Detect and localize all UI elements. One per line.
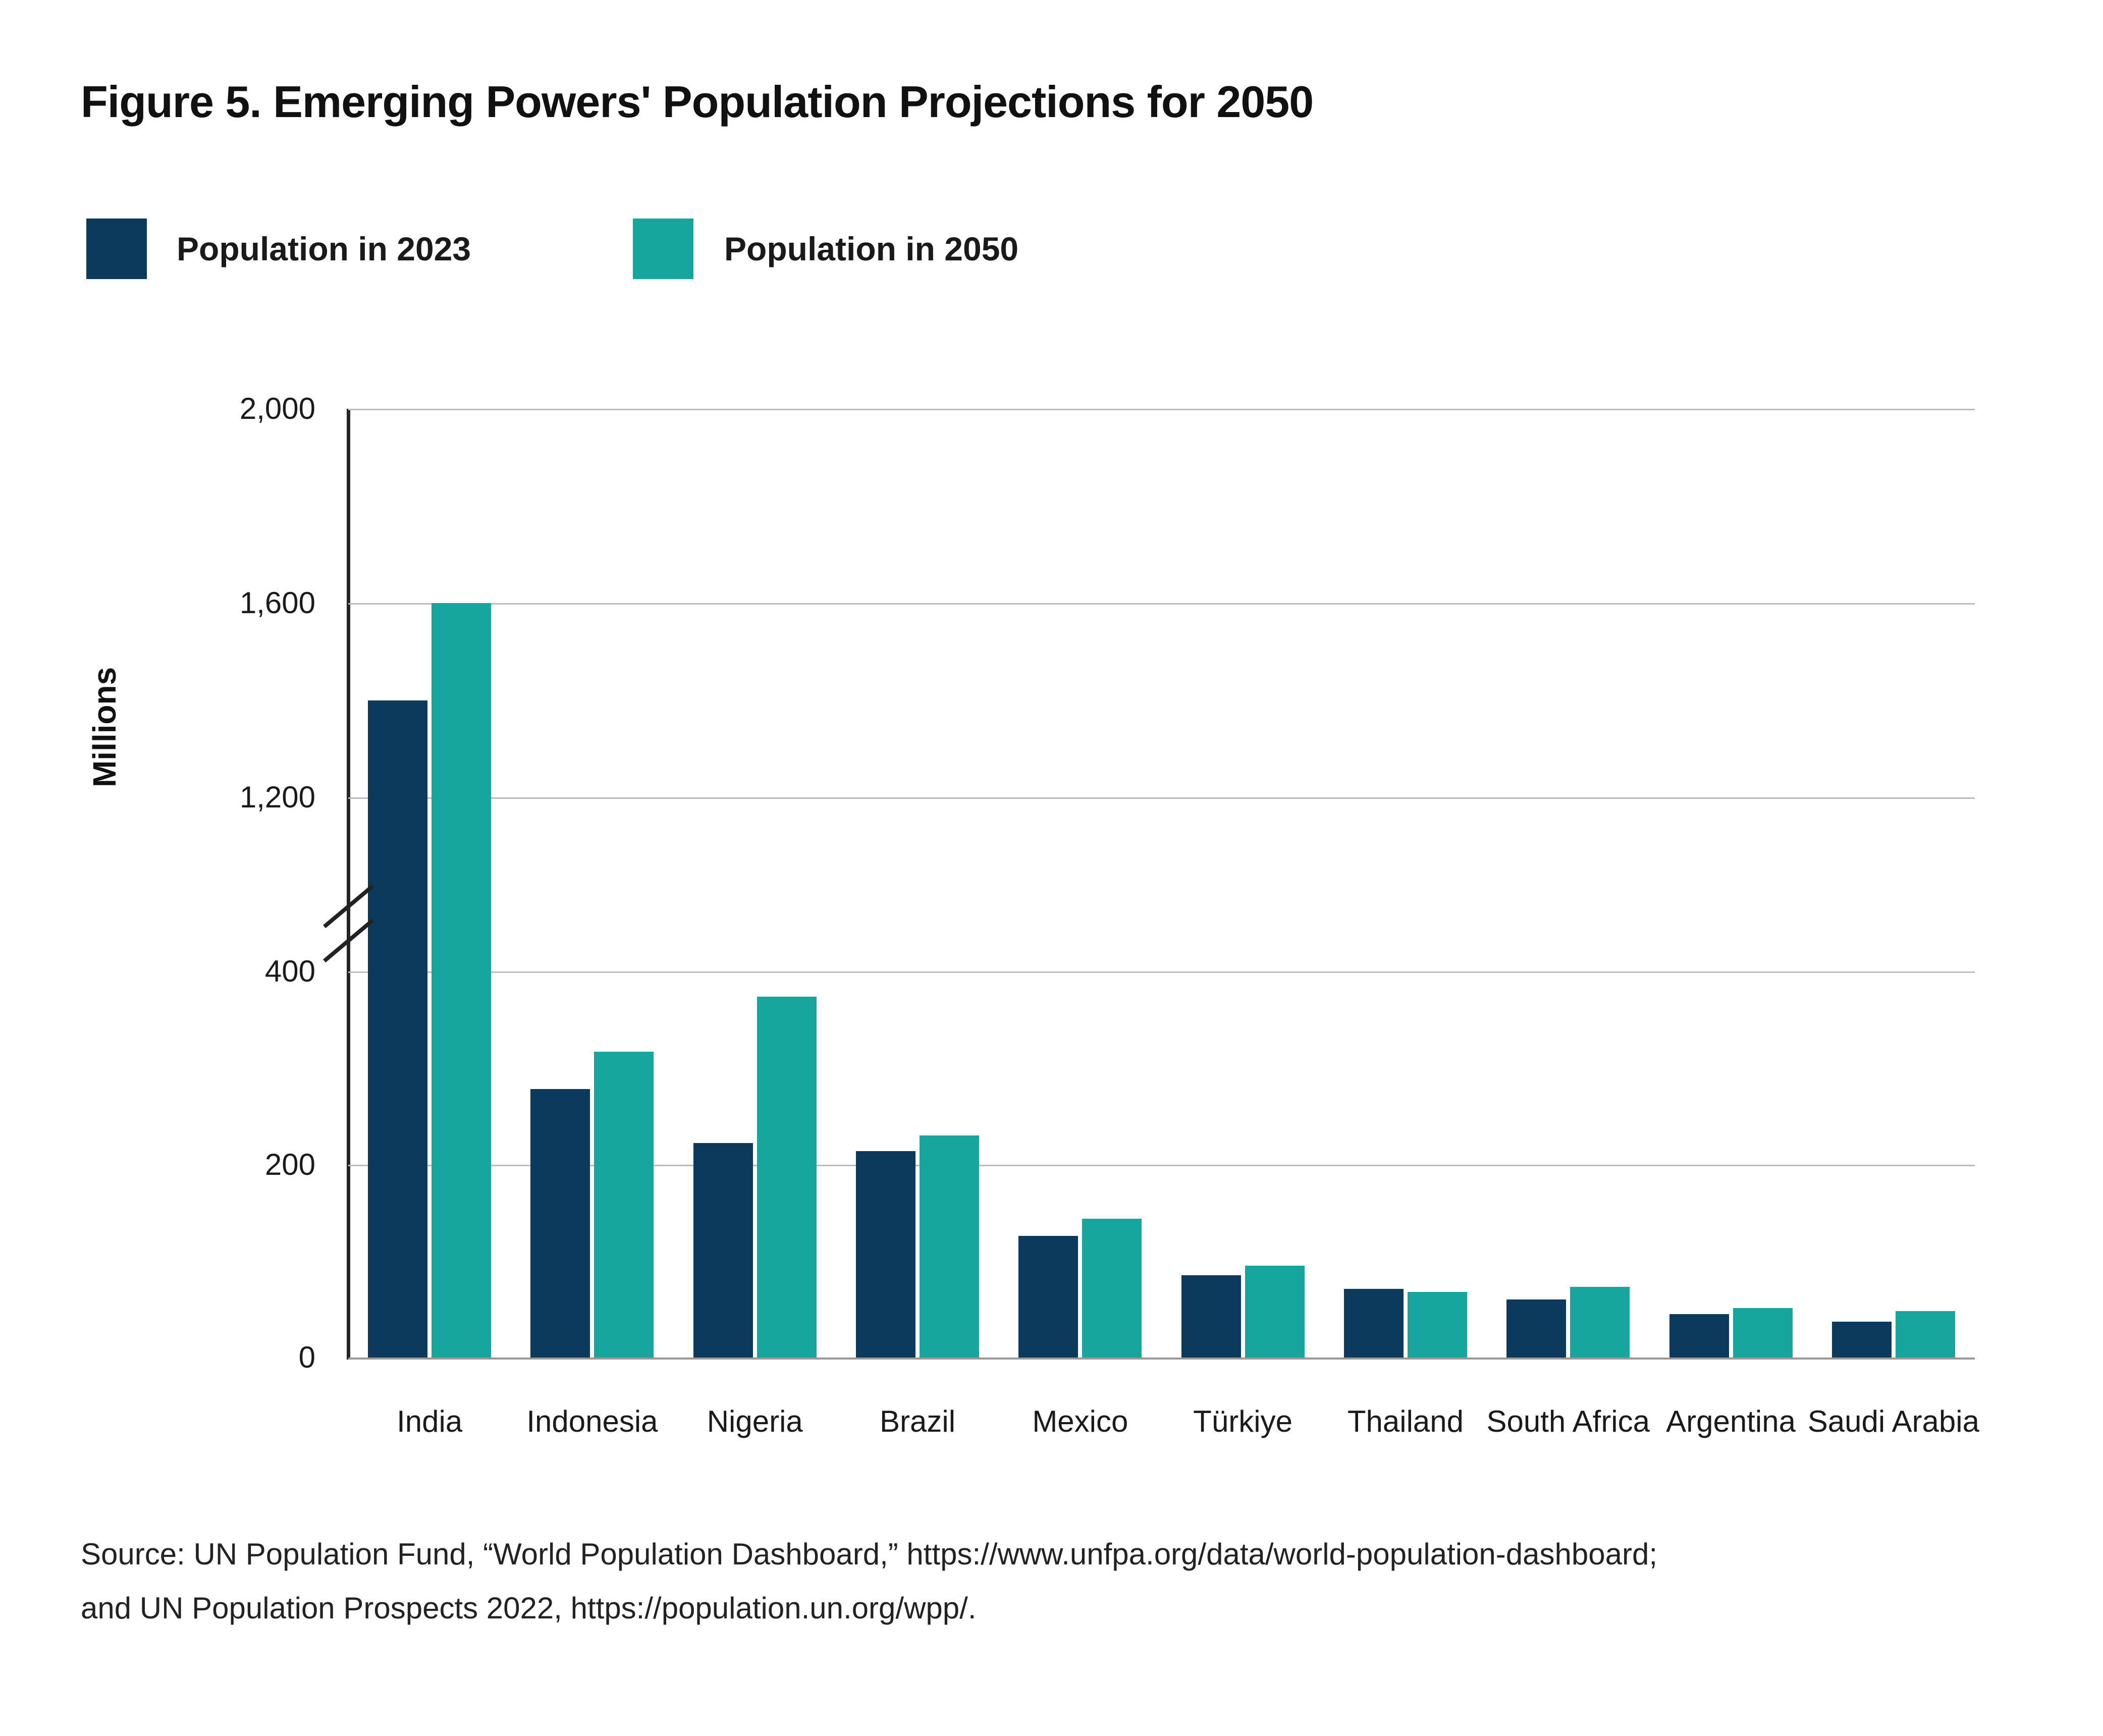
figure-title: Figure 5. Emerging Powers' Population Pr… [81, 76, 1314, 127]
bar-brazil-2023 [856, 1151, 916, 1358]
y-tick-label-400: 400 [264, 954, 315, 988]
gridline-400 [348, 971, 1975, 973]
bar-india-2023 [368, 700, 428, 1358]
source-line-1: Source: UN Population Fund, “World Popul… [81, 1537, 1658, 1571]
gridline-1-200 [348, 797, 1975, 799]
gridline-2-000 [348, 409, 1975, 410]
x-axis-label-india: India [397, 1404, 463, 1438]
bar-t-rkiye-2050 [1245, 1266, 1305, 1358]
y-tick-label-2-000: 2,000 [239, 392, 315, 425]
x-axis-label-saudi-arabia: Saudi Arabia [1807, 1404, 1979, 1438]
bar-south-africa-2050 [1570, 1287, 1630, 1358]
legend-label-2050: Population in 2050 [724, 230, 1019, 267]
y-tick-label-1-600: 1,600 [239, 586, 315, 620]
bar-brazil-2050 [920, 1135, 980, 1358]
x-axis-label-nigeria: Nigeria [707, 1404, 803, 1438]
legend-label-2023: Population in 2023 [177, 230, 471, 267]
y-axis-line [347, 409, 350, 1360]
x-axis-label-mexico: Mexico [1032, 1404, 1128, 1438]
bar-thailand-2023 [1343, 1289, 1404, 1358]
y-axis-title-millions: Millions [86, 667, 123, 787]
bar-argentina-2050 [1733, 1308, 1793, 1358]
bar-t-rkiye-2023 [1181, 1275, 1241, 1358]
gridline-1-600 [348, 603, 1975, 605]
bar-thailand-2050 [1407, 1291, 1467, 1358]
bar-india-2050 [432, 603, 492, 1358]
source-line-2: and UN Population Prospects 2022, https:… [81, 1591, 977, 1625]
bar-argentina-2023 [1669, 1314, 1729, 1358]
bar-saudi-arabia-2050 [1895, 1311, 1955, 1358]
x-axis-label-argentina: Argentina [1666, 1404, 1796, 1438]
x-axis-label-indonesia: Indonesia [526, 1404, 658, 1438]
legend-swatch-2050-icon [633, 219, 693, 279]
y-tick-label-200: 200 [264, 1147, 315, 1181]
bar-indonesia-2023 [530, 1089, 590, 1358]
x-axis-label-brazil: Brazil [880, 1404, 956, 1438]
bar-mexico-2050 [1082, 1218, 1142, 1358]
y-tick-label-1-200: 1,200 [239, 780, 315, 814]
bar-mexico-2023 [1018, 1236, 1079, 1358]
bar-saudi-arabia-2023 [1831, 1322, 1892, 1358]
bar-nigeria-2050 [757, 996, 817, 1358]
bar-indonesia-2050 [594, 1051, 654, 1358]
gridline-0 [348, 1358, 1975, 1360]
x-axis-label-t-rkiye: Türkiye [1193, 1404, 1292, 1438]
plot-area [348, 409, 1975, 1360]
gridline-200 [348, 1164, 1975, 1166]
legend-swatch-2023-icon [86, 219, 147, 279]
bar-nigeria-2023 [693, 1143, 753, 1358]
x-axis-label-thailand: Thailand [1347, 1404, 1464, 1438]
y-tick-label-0: 0 [298, 1340, 315, 1374]
bar-south-africa-2023 [1506, 1299, 1567, 1358]
x-axis-label-south-africa: South Africa [1486, 1404, 1650, 1438]
